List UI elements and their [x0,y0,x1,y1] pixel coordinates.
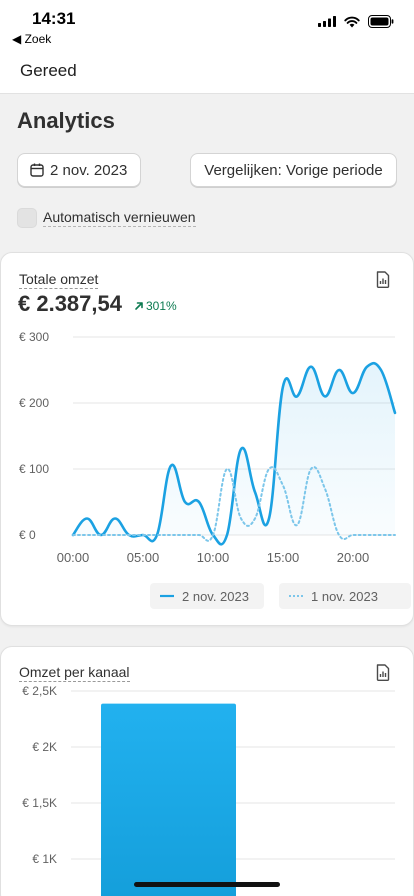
legend-current-label: 2 nov. 2023 [182,588,249,604]
legend-current-period[interactable]: 2 nov. 2023 [150,583,264,609]
sales-line-chart: € 0 € 100 € 200 € 300 00:00 05:00 10:00 15:00 20… [19,330,397,565]
x-axis-tick-label: 00:00 [57,550,90,565]
status-bar: 14:31 ◀ Zoek [0,0,414,50]
date-label: 2 nov. 2023 [50,161,128,179]
x-axis-tick-label: 20:00 [337,550,370,565]
legend-previous-period[interactable]: 1 nov. 2023 [279,583,411,609]
auto-refresh-checkbox[interactable] [17,208,37,228]
auto-refresh-label[interactable]: Automatisch vernieuwen [43,209,196,227]
y-axis-tick-label: € 200 [19,396,49,410]
home-indicator [134,882,280,887]
dotted-line-swatch [289,595,303,597]
solid-line-swatch [160,594,174,598]
auto-refresh-row: Automatisch vernieuwen [17,208,196,228]
y-axis-tick-label: € 1,5K [22,796,57,810]
nav-bar: Gereed [0,50,414,94]
status-time: 14:31 [32,9,76,28]
compare-button[interactable]: Vergelijken: Vorige periode [190,153,397,187]
back-to-search-link[interactable]: ◀ Zoek [12,32,52,46]
x-axis-tick-label: 05:00 [127,550,160,565]
series-line-previous [72,466,396,542]
total-sales-title[interactable]: Totale omzet [19,271,99,289]
battery-icon [368,15,394,28]
y-axis-tick-label: € 0 [19,528,36,542]
sales-by-channel-card: Omzet per kanaal € 2,5K € 2K € 1,5K € 1K [0,646,414,896]
x-axis-tick-label: 10:00 [197,550,230,565]
arrow-up-right-icon [135,302,143,310]
y-axis-tick-label: € 2,5K [22,684,57,698]
sales-by-channel-title[interactable]: Omzet per kanaal [19,664,130,682]
calendar-icon [30,163,44,177]
legend-previous-label: 1 nov. 2023 [311,588,378,604]
wifi-icon [344,16,360,27]
cellular-signal-icon [318,16,336,27]
y-axis-tick-label: € 300 [19,330,49,344]
growth-value: 301% [146,299,177,313]
report-icon[interactable] [375,271,391,288]
report-icon[interactable] [375,664,391,681]
sales-by-channel-bar-chart: € 2,5K € 2K € 1,5K € 1K [22,684,395,896]
date-picker-button[interactable]: 2 nov. 2023 [17,153,141,187]
channel-bar [101,703,236,896]
series-area-current [73,363,395,545]
status-icons [318,15,394,28]
page-title: Analytics [17,108,115,133]
total-sales-card: Totale omzet € 2.387,54 301% € 0 € 100 € 2… [0,252,414,626]
total-sales-value: € 2.387,54 [18,291,122,316]
y-axis-tick-label: € 1K [32,852,57,866]
done-button[interactable]: Gereed [20,61,77,80]
x-axis-tick-label: 15:00 [267,550,300,565]
y-axis-tick-label: € 100 [19,462,49,476]
y-axis-tick-label: € 2K [32,740,57,754]
growth-badge: 301% [134,299,177,313]
